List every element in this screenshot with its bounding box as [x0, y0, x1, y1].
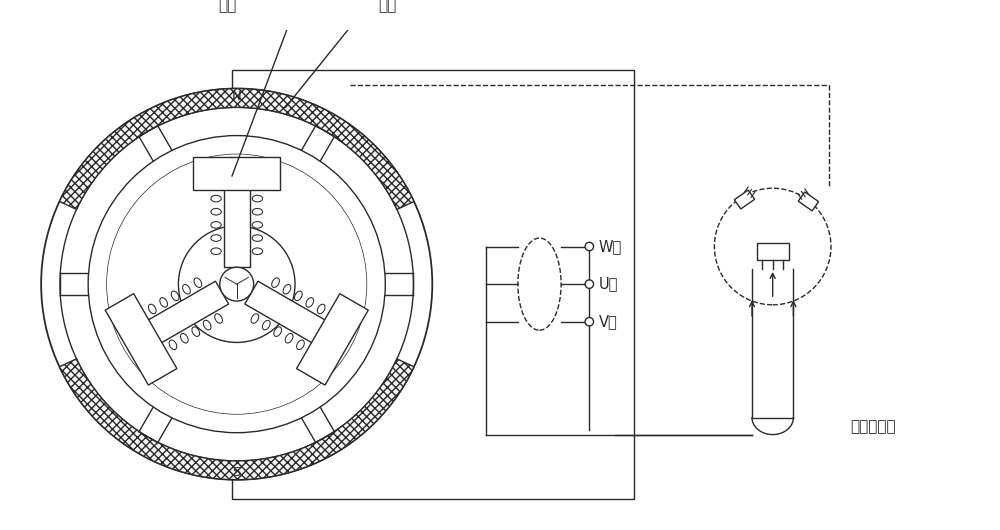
Polygon shape — [798, 192, 819, 211]
Polygon shape — [105, 294, 177, 385]
Circle shape — [107, 154, 366, 414]
Circle shape — [178, 226, 295, 342]
Polygon shape — [245, 281, 335, 348]
Polygon shape — [59, 359, 414, 480]
Circle shape — [88, 136, 385, 432]
Polygon shape — [224, 179, 250, 267]
Polygon shape — [193, 157, 280, 190]
Polygon shape — [59, 89, 414, 209]
Polygon shape — [734, 190, 755, 209]
Text: 转子: 转子 — [218, 0, 236, 13]
Bar — [232, 70, 634, 499]
Polygon shape — [297, 294, 368, 385]
Text: 霍尔传感器: 霍尔传感器 — [850, 420, 895, 435]
Circle shape — [60, 108, 413, 461]
Circle shape — [585, 280, 594, 288]
Circle shape — [107, 154, 366, 414]
Circle shape — [41, 89, 432, 480]
Text: W相: W相 — [599, 239, 622, 254]
Text: S: S — [233, 466, 241, 479]
Text: V相: V相 — [599, 314, 617, 329]
Text: U相: U相 — [599, 277, 618, 292]
Polygon shape — [139, 281, 229, 348]
Text: 定子: 定子 — [378, 0, 396, 13]
Circle shape — [585, 317, 594, 326]
Circle shape — [585, 242, 594, 251]
Text: N: N — [232, 90, 242, 103]
Circle shape — [220, 267, 254, 301]
Bar — [757, 243, 789, 260]
